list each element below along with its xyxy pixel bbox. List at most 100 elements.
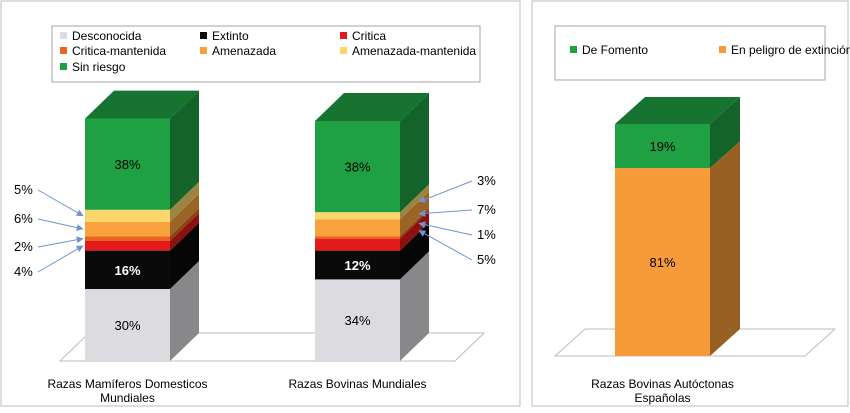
data-label: 30% (114, 318, 140, 333)
data-label: 19% (649, 139, 675, 154)
bar-segment-critica-mantenida (85, 208, 199, 241)
data-label: 4% (14, 264, 33, 279)
bar-front (85, 241, 170, 251)
bar-front (615, 168, 710, 356)
legend-item-critica-mantenida: Critica-mantenida (60, 44, 166, 58)
data-label: 81% (649, 255, 675, 270)
label-leader-arrow (418, 230, 473, 261)
chart-panel-world: Desconocida Extinto Critica Critica-manteni… (0, 0, 521, 407)
bar-segment-critica (85, 213, 199, 251)
legend-swatch (60, 32, 67, 39)
bar-side (170, 213, 199, 251)
label-leader-arrow (418, 180, 473, 203)
data-label: 5% (14, 182, 33, 197)
bar-segment-amenazada-mantenida (315, 184, 429, 220)
legend-item-sin-riesgo: Sin riesgo (60, 60, 126, 74)
legend-label: Critica (352, 29, 386, 43)
bar-front (85, 209, 170, 222)
data-label: 3% (477, 173, 496, 188)
bar-side (400, 184, 429, 220)
stacked-bar (315, 93, 429, 361)
legend-label: Critica-mantenida (72, 44, 166, 58)
bar-side (710, 141, 740, 356)
legend-swatch (719, 46, 726, 53)
stacked-bar (615, 97, 740, 356)
bar-front (85, 221, 170, 237)
bar-side (400, 222, 429, 280)
legend-swatch (200, 47, 207, 54)
data-label: 12% (344, 258, 370, 273)
bar-segment-extinto (315, 222, 429, 280)
bar-side (170, 193, 199, 237)
bar-side (170, 208, 199, 241)
bar-front (615, 124, 710, 169)
bar-side (170, 222, 199, 289)
data-label: 7% (477, 202, 496, 217)
legend-swatch (60, 63, 67, 70)
legend: Desconocida Extinto Critica Critica-manteni… (51, 25, 481, 83)
bar-front (315, 121, 400, 213)
bar-segment-sin-riesgo (315, 93, 429, 213)
legend-label: Sin riesgo (72, 60, 126, 74)
bar-segment-amenazada-mantenida (85, 181, 199, 222)
bar-segment-de-fomento (615, 97, 740, 169)
bar-segment-critica (315, 210, 429, 251)
data-label: 1% (477, 227, 496, 242)
category-label: Mundiales (100, 391, 155, 405)
legend-label: De Fomento (582, 43, 648, 57)
label-leader-arrow (37, 218, 84, 232)
bar-side (170, 261, 199, 361)
data-label: 5% (477, 252, 496, 267)
bar-segment-desconocida (85, 261, 199, 361)
legend-swatch (340, 32, 347, 39)
label-leader-arrow (37, 245, 84, 273)
bar-front (315, 250, 400, 280)
bar-front (315, 219, 400, 237)
legend-label: Amenazada-mantenida (352, 44, 476, 58)
bar-front (85, 118, 170, 210)
bar-top (615, 97, 740, 124)
legend-item-amenazada-mantenida: Amenazada-mantenida (340, 44, 476, 58)
label-leader-arrow (37, 236, 84, 248)
legend-item-en-peligro-de-extincion: En peligro de extinción (719, 43, 850, 57)
bar-side (710, 97, 740, 169)
category-label: Españolas (634, 391, 690, 405)
legend-item-amenazada: Amenazada (200, 44, 276, 58)
bar-front (85, 289, 170, 361)
legend-item-critica: Critica (340, 29, 386, 43)
bar-side (400, 251, 429, 361)
bar-side (400, 210, 429, 251)
legend-swatch (570, 46, 577, 53)
label-leader-arrow (418, 209, 473, 217)
label-leader-arrow (418, 221, 473, 236)
legend-item-de-fomento: De Fomento (570, 43, 648, 57)
bar-front (315, 212, 400, 220)
category-label: Razas Mamíferos Domesticos (47, 377, 207, 391)
legend-item-desconocida: Desconocida (60, 29, 142, 43)
legend-swatch (60, 47, 67, 54)
legend-label: Amenazada (212, 44, 276, 58)
label-leader-arrow (37, 189, 84, 217)
bar-front (315, 236, 400, 239)
legend-label: Extinto (212, 29, 249, 43)
legend-label: En peligro de extinción (731, 43, 850, 57)
data-label: 16% (114, 263, 140, 278)
category-label: Razas Bovinas Autóctonas (591, 377, 734, 391)
chart-panel-spain: De Fomento En peligro de extinción 81% 19% R… (531, 0, 850, 407)
data-label: 38% (344, 160, 370, 175)
bar-side (170, 90, 199, 210)
legend-swatch (340, 47, 347, 54)
bar-segment-extinto (85, 222, 199, 289)
legend: De Fomento En peligro de extinción (554, 25, 850, 81)
bar-segment-desconocida (315, 251, 429, 361)
bar-segment-amenazada (85, 193, 199, 237)
stacked-bar (85, 90, 199, 361)
bar-front (85, 236, 170, 241)
bar-front (85, 250, 170, 289)
legend-swatch (200, 32, 207, 39)
bar-segment-sin-riesgo (85, 90, 199, 210)
data-label: 38% (114, 157, 140, 172)
bar-front (315, 238, 400, 251)
bar-front (315, 279, 400, 361)
